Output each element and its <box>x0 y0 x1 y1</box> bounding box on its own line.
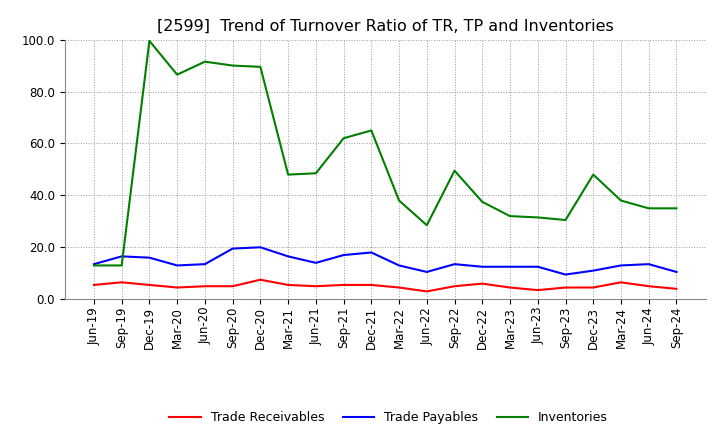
Trade Payables <box>395 263 403 268</box>
Inventories <box>534 215 542 220</box>
Trade Payables <box>284 254 292 259</box>
Trade Receivables <box>228 284 237 289</box>
Inventories <box>395 198 403 203</box>
Trade Payables <box>312 260 320 265</box>
Trade Payables <box>339 253 348 258</box>
Line: Trade Payables: Trade Payables <box>94 247 677 275</box>
Trade Receivables <box>284 282 292 288</box>
Trade Payables <box>367 250 376 255</box>
Trade Receivables <box>395 285 403 290</box>
Trade Payables <box>561 272 570 277</box>
Trade Payables <box>644 261 653 267</box>
Trade Receivables <box>117 280 126 285</box>
Trade Receivables <box>616 280 625 285</box>
Trade Receivables <box>173 285 181 290</box>
Trade Receivables <box>339 282 348 288</box>
Trade Payables <box>256 245 265 250</box>
Trade Receivables <box>312 284 320 289</box>
Line: Inventories: Inventories <box>94 41 677 265</box>
Trade Receivables <box>644 284 653 289</box>
Trade Receivables <box>145 282 154 288</box>
Inventories <box>644 205 653 211</box>
Inventories <box>201 59 210 64</box>
Trade Receivables <box>589 285 598 290</box>
Trade Receivables <box>423 289 431 294</box>
Inventories <box>89 263 98 268</box>
Inventories <box>339 136 348 141</box>
Trade Receivables <box>256 277 265 282</box>
Legend: Trade Receivables, Trade Payables, Inventories: Trade Receivables, Trade Payables, Inven… <box>164 407 613 429</box>
Trade Payables <box>450 261 459 267</box>
Inventories <box>256 64 265 70</box>
Trade Payables <box>616 263 625 268</box>
Inventories <box>561 217 570 223</box>
Trade Payables <box>478 264 487 269</box>
Trade Payables <box>228 246 237 251</box>
Trade Payables <box>423 269 431 275</box>
Trade Payables <box>145 255 154 260</box>
Trade Receivables <box>89 282 98 288</box>
Trade Payables <box>201 261 210 267</box>
Inventories <box>284 172 292 177</box>
Inventories <box>145 38 154 44</box>
Trade Payables <box>534 264 542 269</box>
Inventories <box>423 223 431 228</box>
Trade Receivables <box>450 284 459 289</box>
Trade Payables <box>672 269 681 275</box>
Trade Payables <box>117 254 126 259</box>
Inventories <box>672 205 681 211</box>
Inventories <box>616 198 625 203</box>
Trade Receivables <box>478 281 487 286</box>
Inventories <box>589 172 598 177</box>
Trade Receivables <box>505 285 514 290</box>
Inventories <box>505 213 514 219</box>
Trade Receivables <box>561 285 570 290</box>
Trade Payables <box>89 261 98 267</box>
Inventories <box>450 168 459 173</box>
Title: [2599]  Trend of Turnover Ratio of TR, TP and Inventories: [2599] Trend of Turnover Ratio of TR, TP… <box>157 19 613 34</box>
Trade Receivables <box>367 282 376 288</box>
Inventories <box>173 72 181 77</box>
Line: Trade Receivables: Trade Receivables <box>94 280 677 291</box>
Inventories <box>117 263 126 268</box>
Trade Receivables <box>534 287 542 293</box>
Trade Receivables <box>201 284 210 289</box>
Trade Payables <box>505 264 514 269</box>
Trade Payables <box>173 263 181 268</box>
Trade Payables <box>589 268 598 273</box>
Inventories <box>367 128 376 133</box>
Trade Receivables <box>672 286 681 291</box>
Inventories <box>228 63 237 68</box>
Inventories <box>312 171 320 176</box>
Inventories <box>478 199 487 205</box>
